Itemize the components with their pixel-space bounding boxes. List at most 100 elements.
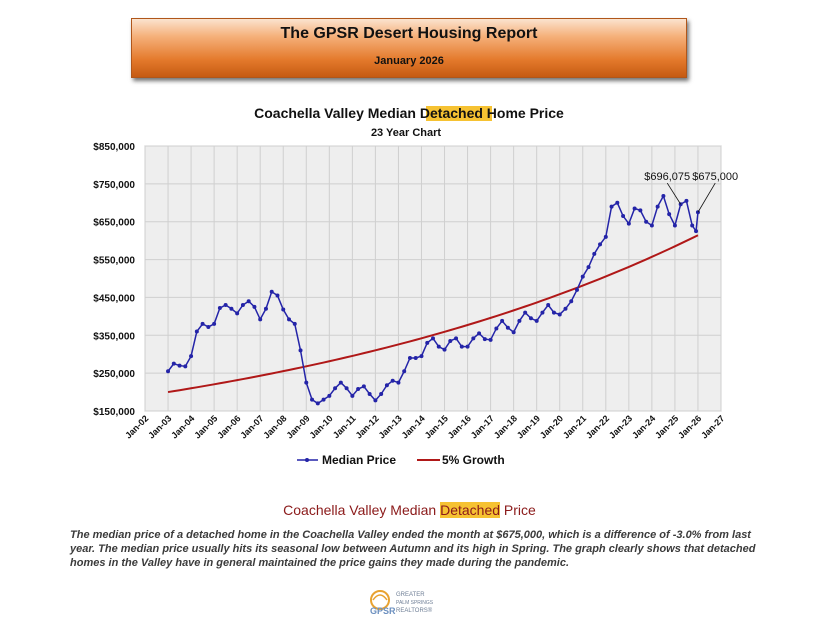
median-price-chart: Coachella Valley Median Detached Home Pr…: [93, 105, 738, 467]
median-price-point: [575, 287, 579, 292]
median-price-point: [200, 321, 205, 326]
median-price-point: [649, 223, 654, 228]
chart-title: Coachella Valley Median Detached Home Pr…: [254, 105, 564, 121]
y-tick-label: $750,000: [93, 180, 135, 191]
title-highlight-box: [426, 106, 492, 121]
caption-end: Price: [500, 502, 536, 518]
median-price-point: [534, 318, 539, 323]
median-price-point: [356, 387, 361, 392]
x-tick-label: Jan-06: [215, 413, 242, 440]
x-tick-label: Jan-17: [469, 413, 496, 440]
chart-subtitle: 23 Year Chart: [371, 127, 441, 139]
median-price-point: [615, 200, 620, 205]
median-price-point: [298, 348, 303, 353]
annotation-label: $675,000: [692, 171, 738, 183]
median-price-point: [523, 310, 528, 315]
x-tick-label: Jan-25: [653, 413, 680, 440]
legend-median-label: Median Price: [322, 453, 396, 467]
median-price-point: [684, 198, 689, 203]
median-price-point: [580, 274, 585, 279]
x-tick-label: Jan-16: [446, 413, 473, 440]
median-price-point: [586, 265, 591, 270]
median-price-point: [488, 337, 493, 342]
median-price-point: [442, 347, 447, 352]
x-tick-label: Jan-18: [492, 413, 519, 440]
caption-start: Coachella Valley Median: [283, 502, 441, 518]
median-price-point: [229, 306, 234, 311]
median-price-point: [454, 336, 459, 341]
median-price-point: [390, 378, 395, 383]
median-price-point: [206, 324, 211, 329]
median-price-point: [240, 303, 245, 307]
median-price-point: [367, 391, 372, 396]
median-price-point: [275, 293, 280, 298]
legend-growth-label: 5% Growth: [442, 453, 505, 467]
median-price-point: [431, 336, 435, 341]
median-price-point: [621, 214, 626, 219]
y-tick-label: $850,000: [93, 142, 135, 153]
median-price-point: [350, 393, 355, 398]
x-tick-label: Jan-20: [538, 413, 565, 440]
report-title: The GPSR Desert Housing Report: [280, 25, 538, 42]
x-tick-label: Jan-15: [423, 413, 450, 440]
summary-paragraph: The median price of a detached home in t…: [70, 529, 756, 569]
median-price-point: [626, 221, 631, 226]
median-price-point: [315, 401, 320, 406]
median-price-point: [540, 310, 545, 315]
median-price-point: [694, 229, 699, 234]
median-price-point: [235, 311, 240, 316]
median-price-point: [189, 354, 194, 359]
median-price-point: [505, 325, 510, 330]
median-price-point: [252, 304, 257, 309]
x-tick-label: Jan-11: [331, 413, 358, 440]
caption-highlight: Detached: [440, 502, 501, 518]
chart-title-part: Coachella Valley Median: [254, 105, 420, 121]
median-price-point: [609, 204, 614, 209]
x-tick-label: Jan-23: [607, 413, 634, 440]
median-price-point: [632, 206, 637, 211]
y-tick-label: $150,000: [93, 407, 135, 418]
chart-caption: Coachella Valley Median Detached Price: [0, 502, 819, 518]
x-tick-label: Jan-13: [377, 413, 404, 440]
annotation-leader: [697, 182, 716, 213]
annotation-leader: [666, 182, 682, 205]
median-price-point: [655, 204, 660, 209]
median-price-point: [413, 356, 418, 360]
x-tick-label: Jan-09: [284, 413, 311, 440]
median-price-point: [223, 303, 228, 307]
median-price-point: [644, 219, 649, 224]
median-price-point: [361, 384, 366, 389]
median-price-point: [419, 354, 424, 359]
x-tick-label: Jan-05: [192, 413, 219, 440]
y-tick-label: $650,000: [93, 218, 135, 229]
median-price-point: [546, 303, 551, 307]
median-price-point: [217, 306, 222, 311]
median-price-point: [344, 386, 349, 391]
median-price-point: [569, 299, 574, 304]
median-price-point: [194, 329, 199, 334]
median-price-point: [396, 380, 401, 385]
median-price-point: [436, 344, 441, 349]
median-price-point: [672, 223, 677, 228]
median-price-point: [511, 330, 516, 335]
median-price-point: [246, 299, 251, 304]
growth-line: [167, 234, 699, 394]
median-price-point: [263, 306, 268, 311]
annotation-label: $696,075: [644, 171, 690, 183]
median-price-point: [563, 306, 568, 311]
median-price-point: [661, 193, 666, 198]
median-price-line: [167, 194, 699, 405]
median-price-point: [177, 363, 182, 368]
median-price-point: [292, 321, 297, 326]
median-price-point: [379, 391, 384, 396]
x-tick-label: Jan-26: [676, 413, 703, 440]
logo-line-2: PALM SPRINGS: [396, 600, 434, 606]
x-tick-label: Jan-21: [561, 413, 588, 440]
x-tick-label: Jan-27: [699, 413, 726, 440]
report-date: January 2026: [374, 55, 444, 67]
median-price-point: [598, 242, 603, 247]
y-tick-label: $250,000: [93, 369, 135, 380]
median-price-point: [667, 212, 672, 217]
median-price-point: [477, 331, 482, 336]
x-tick-label: Jan-08: [261, 413, 288, 440]
